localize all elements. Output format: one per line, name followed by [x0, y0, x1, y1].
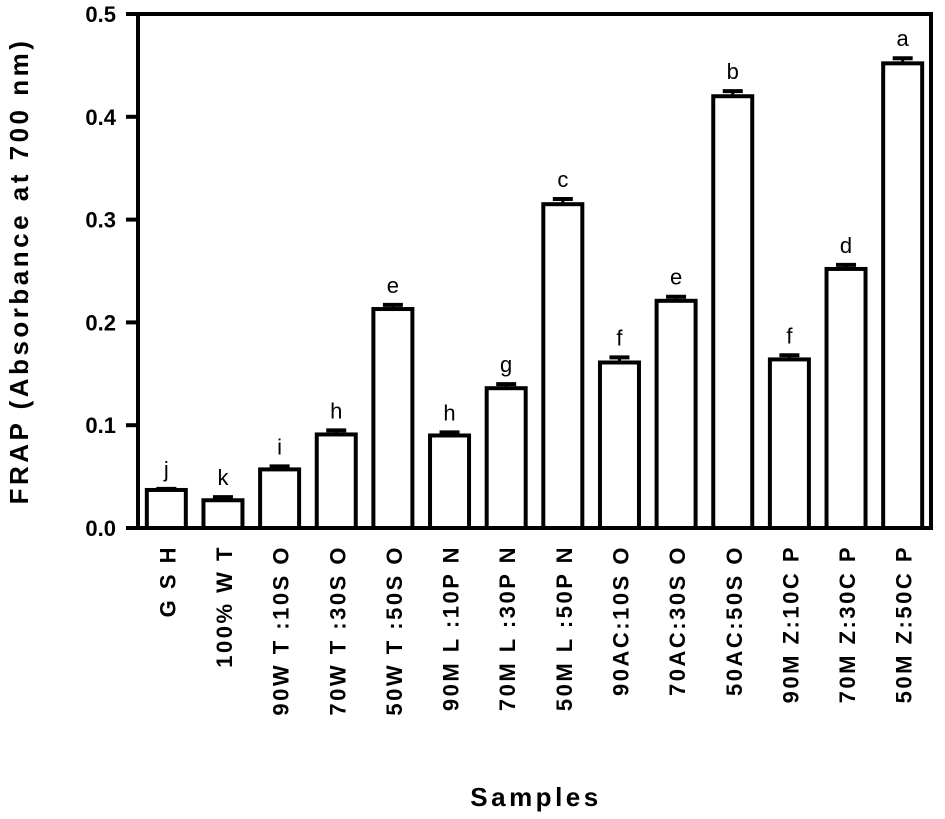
category-label: 90M L :10P N [439, 545, 464, 711]
y-tick-label: 0.3 [85, 208, 116, 233]
category-label: 50M Z:50C P [892, 545, 917, 703]
significance-label: b [727, 59, 739, 84]
bar [258, 467, 302, 530]
category-label: 90AC:10S O [608, 545, 633, 696]
category-label: 70AC:30S O [665, 545, 690, 696]
category-label: 70M Z:30C P [835, 545, 860, 703]
category-label: 50M L :50P N [552, 545, 577, 711]
bar [711, 94, 755, 531]
significance-label: f [786, 323, 793, 348]
category-label: 100% W T [212, 545, 237, 668]
bar [654, 298, 698, 531]
y-tick-label: 0.2 [85, 310, 116, 335]
significance-label: h [443, 400, 455, 425]
y-tick-label: 0.0 [85, 516, 116, 541]
significance-label: e [670, 265, 682, 290]
bar [144, 487, 188, 530]
significance-label: j [163, 457, 169, 482]
bar [541, 202, 585, 530]
bar [824, 266, 868, 530]
significance-label: h [330, 398, 342, 423]
category-label: 50AC:50S O [722, 545, 747, 696]
category-label: 70M L :30P N [495, 545, 520, 711]
bar [201, 498, 245, 530]
y-tick-label: 0.1 [85, 413, 116, 438]
significance-label: k [217, 465, 229, 490]
bar [597, 360, 641, 530]
significance-label: e [387, 273, 399, 298]
bar [371, 307, 415, 531]
bar [767, 357, 811, 530]
y-tick-label: 0.5 [85, 2, 116, 27]
category-label: 50W T :50S O [382, 545, 407, 716]
bar [314, 432, 358, 530]
category-label: 70W T :30S O [325, 545, 350, 716]
bar [428, 433, 472, 531]
category-label: 90M Z:10C P [778, 545, 803, 703]
significance-label: a [897, 26, 910, 51]
category-label: G S H [155, 545, 180, 617]
significance-label: d [840, 233, 852, 258]
category-label: 90W T :10S O [269, 545, 294, 716]
significance-label: g [500, 352, 512, 377]
bar [484, 386, 528, 530]
bar [881, 61, 925, 531]
x-axis-title: Samples [470, 782, 601, 812]
significance-label: i [277, 434, 282, 459]
y-axis-title: FRAP (Absorbance at 700 nm) [4, 38, 34, 505]
significance-label: c [557, 167, 568, 192]
y-tick-label: 0.4 [85, 105, 116, 130]
significance-label: f [616, 325, 623, 350]
